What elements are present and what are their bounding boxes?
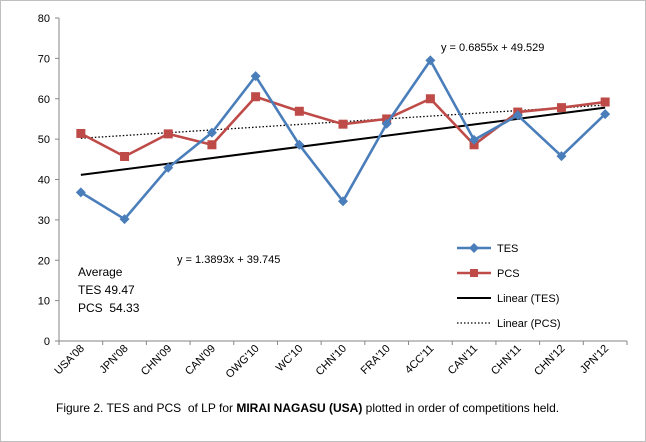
average-note-title: Average xyxy=(78,265,123,279)
trendlines xyxy=(80,104,606,176)
x-tick-label: WC'10 xyxy=(274,343,306,375)
caption-suffix: plotted in order of competitions held. xyxy=(362,401,560,415)
legend-label-pcs: PCS xyxy=(497,268,520,280)
data-point-pcs xyxy=(251,92,261,102)
data-point-tes xyxy=(119,214,130,225)
average-note: Average TES 49.47 PCS 54.33 xyxy=(78,265,140,315)
legend-item-pcs: PCS xyxy=(457,268,520,280)
x-tick-label: JPN'08 xyxy=(97,343,130,376)
y-tick-label: 60 xyxy=(38,94,50,106)
x-tick-label: CAN'09 xyxy=(183,343,218,378)
y-tick-label: 50 xyxy=(38,134,50,146)
data-point-pcs xyxy=(556,103,566,113)
x-tick-label: FRA'10 xyxy=(359,343,393,377)
average-note-tes: TES 49.47 xyxy=(78,283,135,297)
legend-item-tes: TES xyxy=(457,243,518,255)
data-point-pcs xyxy=(163,129,173,139)
y-tick-label: 30 xyxy=(38,215,50,227)
data-series xyxy=(75,55,611,225)
legend-swatch-pcs-marker xyxy=(470,269,478,277)
y-tick-label: 0 xyxy=(44,336,50,348)
caption-skater-name: MIRAI NAGASU (USA) xyxy=(236,401,363,415)
trendline-tes xyxy=(80,106,606,176)
data-point-tes xyxy=(512,110,523,121)
legend: TES PCS Linear (TES) Linear (PCS) xyxy=(457,243,561,330)
data-point-pcs xyxy=(294,106,304,116)
average-note-pcs: PCS 54.33 xyxy=(78,301,140,315)
y-axis-ticks: 0 10 20 30 40 50 60 70 80 xyxy=(38,13,50,348)
data-point-tes xyxy=(425,55,436,66)
figure-caption: Figure 2. TES and PCS of LP for MIRAI NA… xyxy=(56,401,559,415)
data-point-pcs xyxy=(600,97,610,107)
y-tick-label: 80 xyxy=(38,13,50,25)
data-point-tes xyxy=(75,187,86,198)
data-point-tes xyxy=(163,162,174,173)
x-tick-label: USA'08 xyxy=(52,343,87,378)
trendline-equation-tes: y = 1.3893x + 39.745 xyxy=(177,254,280,266)
data-point-tes xyxy=(206,127,217,138)
y-tick-label: 70 xyxy=(38,53,50,65)
x-tick-label: CHN'12 xyxy=(532,343,567,378)
legend-item-linear-pcs: Linear (PCS) xyxy=(457,318,561,330)
x-tick-label: CHN'09 xyxy=(139,343,174,378)
data-point-tes xyxy=(469,134,480,145)
data-point-tes xyxy=(294,139,305,150)
x-tick-label: JPN'12 xyxy=(578,343,611,376)
data-point-pcs xyxy=(76,128,86,138)
caption-prefix: Figure 2. TES and PCS of LP for xyxy=(56,401,237,415)
data-point-pcs xyxy=(120,151,130,161)
x-tick-label: 4CC'11 xyxy=(403,343,437,377)
data-point-tes xyxy=(381,118,392,129)
legend-label-tes: TES xyxy=(497,243,518,255)
trendline-equation-pcs: y = 0.6855x + 49.529 xyxy=(441,42,544,54)
legend-label-linear-tes: Linear (TES) xyxy=(497,293,559,305)
data-point-tes xyxy=(338,196,348,207)
y-tick-label: 10 xyxy=(38,296,50,308)
y-tick-label: 40 xyxy=(38,175,50,187)
data-point-pcs xyxy=(338,119,348,129)
data-point-tes xyxy=(556,151,567,162)
x-tick-label: CHN'10 xyxy=(314,343,349,378)
x-tick-label: CAN'11 xyxy=(446,343,480,377)
legend-item-linear-tes: Linear (TES) xyxy=(457,293,559,305)
x-tick-label: CHN'11 xyxy=(489,343,524,378)
y-tick-label: 20 xyxy=(38,255,50,267)
x-tick-label: OWG'10 xyxy=(224,343,262,381)
data-point-tes xyxy=(250,71,261,82)
y-axis-gridlines xyxy=(55,17,628,345)
x-axis-ticks: USA'08 JPN'08 CHN'09 CAN'09 OWG'10 WC'10 CHN'1… xyxy=(52,343,611,381)
data-point-pcs xyxy=(425,94,435,104)
data-point-tes xyxy=(600,109,611,120)
data-point-pcs xyxy=(207,140,217,150)
legend-label-linear-pcs: Linear (PCS) xyxy=(497,318,561,330)
legend-swatch-tes-marker xyxy=(469,243,479,253)
